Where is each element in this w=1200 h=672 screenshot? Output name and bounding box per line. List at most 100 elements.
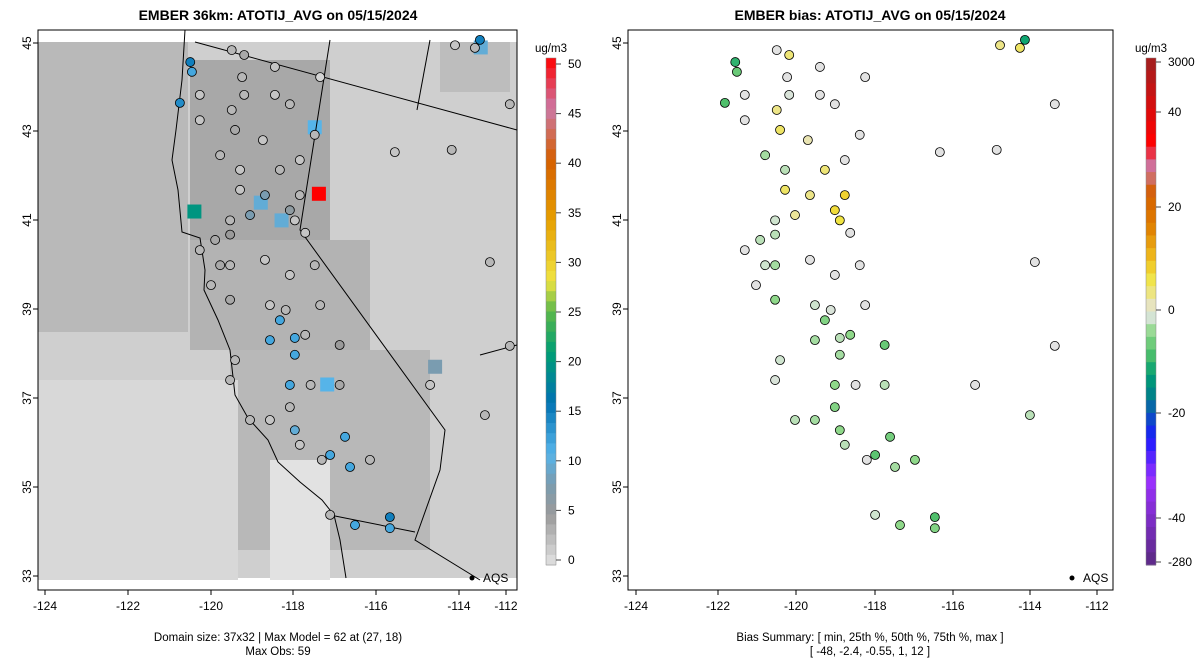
station-marker <box>194 115 205 126</box>
station-marker <box>230 125 240 135</box>
station-bias-marker <box>829 380 840 390</box>
station-bias-marker <box>771 45 782 55</box>
colorbar-tick-label: 0 <box>1168 303 1175 317</box>
station-bias-marker <box>829 205 840 216</box>
station-bias-marker <box>1020 34 1030 45</box>
station-bias-marker <box>815 62 825 72</box>
colorbar-swatch <box>1146 501 1156 515</box>
station-marker <box>294 155 305 165</box>
station-marker <box>274 315 285 326</box>
station-bias-marker <box>790 415 800 425</box>
station-marker <box>225 260 235 271</box>
colorbar-swatch <box>1146 146 1156 160</box>
model-boundaries <box>171 30 517 581</box>
station-bias-marker <box>719 97 730 108</box>
bias-title: EMBER bias: ATOTIJ_AVG on 05/15/2024 <box>734 7 1005 23</box>
station-bias-marker <box>854 260 865 271</box>
station-bias-marker <box>790 210 800 220</box>
y-tick-label: 33 <box>20 569 34 583</box>
y-tick-label: 41 <box>610 213 624 227</box>
colorbar-swatch <box>546 108 556 120</box>
colorbar-tick-label: 40 <box>568 156 582 170</box>
station-bias-marker <box>770 229 780 240</box>
station-marker <box>484 257 495 267</box>
station-bias-marker <box>934 147 945 158</box>
x-tick-label: -120 <box>199 599 223 613</box>
station-bias-marker <box>1025 410 1035 420</box>
model-panel: EMBER 36km: ATOTIJ_AVG on 05/15/2024 -12… <box>20 7 582 658</box>
station-marker <box>316 454 327 465</box>
colorbar-tick-label: 0 <box>568 553 575 567</box>
model-colorbar: 0 5 10 15 20 25 30 35 40 45 50 <box>545 57 582 567</box>
colorbar-swatch <box>546 169 556 181</box>
y-tick-label: 41 <box>20 213 34 227</box>
colorbar-swatch <box>546 220 556 231</box>
colorbar-swatch <box>546 189 556 201</box>
station-marker <box>270 89 280 100</box>
station-bias-marker <box>995 40 1005 51</box>
colorbar-tick-label: 20 <box>568 355 582 369</box>
colorbar-tick-label: 20 <box>1168 200 1182 214</box>
colorbar-swatch <box>546 301 556 312</box>
colorbar-swatch <box>546 382 556 394</box>
colorbar-swatch <box>546 210 556 221</box>
colorbar-swatch <box>546 98 556 110</box>
station-bias-marker <box>860 72 871 83</box>
station-marker <box>260 190 270 201</box>
colorbar-swatch <box>1146 387 1156 401</box>
x-tick-label: -114 <box>447 599 470 613</box>
station-bias-marker <box>805 190 815 201</box>
station-marker <box>425 380 436 390</box>
station-bias-marker <box>870 509 881 520</box>
station-marker <box>225 229 235 240</box>
x-tick-label: -118 <box>281 599 304 613</box>
station-bias-marker <box>860 300 871 311</box>
colorbar-swatch <box>1146 58 1156 72</box>
station-bias-marker <box>879 340 890 350</box>
station-bias-marker <box>739 115 750 126</box>
colorbar-swatch <box>546 159 556 171</box>
station-bias-marker <box>839 155 850 165</box>
station-marker <box>289 333 300 343</box>
colorbar-swatch <box>546 321 556 333</box>
station-marker <box>270 62 280 72</box>
station-bias-marker <box>850 380 861 390</box>
station-marker <box>225 294 235 305</box>
station-bias-marker <box>834 333 845 343</box>
x-tick-label: -112 <box>494 599 517 613</box>
colorbar-swatch <box>546 463 556 475</box>
station-marker <box>305 380 316 390</box>
colorbar-swatch <box>546 514 556 525</box>
colorbar-swatch <box>1146 400 1156 414</box>
station-bias-marker <box>1015 42 1025 53</box>
station-bias-marker <box>845 329 856 340</box>
x-tick-label: -118 <box>863 599 886 613</box>
x-tick-label: -122 <box>116 599 140 613</box>
station-marker <box>340 431 350 442</box>
station-bias-marker <box>805 254 815 265</box>
colorbar-swatch <box>546 544 556 556</box>
station-marker <box>274 164 285 175</box>
aqs-legend-marker <box>1069 575 1075 581</box>
colorbar-swatch <box>546 58 556 69</box>
station-marker <box>265 335 275 346</box>
station-marker <box>226 105 237 115</box>
station-bias-marker <box>870 450 881 460</box>
station-marker <box>350 520 360 530</box>
station-marker <box>450 40 460 51</box>
station-bias-marker <box>879 380 890 390</box>
bias-panel: EMBER bias: ATOTIJ_AVG on 05/15/2024 -12… <box>610 7 1195 658</box>
station-marker <box>284 99 295 110</box>
y-tick-label: 45 <box>20 36 34 50</box>
station-marker <box>325 450 336 460</box>
station-marker <box>284 380 295 390</box>
colorbar-swatch <box>1146 172 1156 186</box>
station-marker <box>334 380 345 390</box>
station-marker <box>230 355 240 366</box>
station-bias-marker <box>802 135 813 146</box>
colorbar-tick-label: 45 <box>568 107 582 121</box>
station-bias-marker <box>910 454 920 465</box>
station-bias-marker <box>845 227 856 238</box>
station-bias-marker <box>829 99 840 110</box>
